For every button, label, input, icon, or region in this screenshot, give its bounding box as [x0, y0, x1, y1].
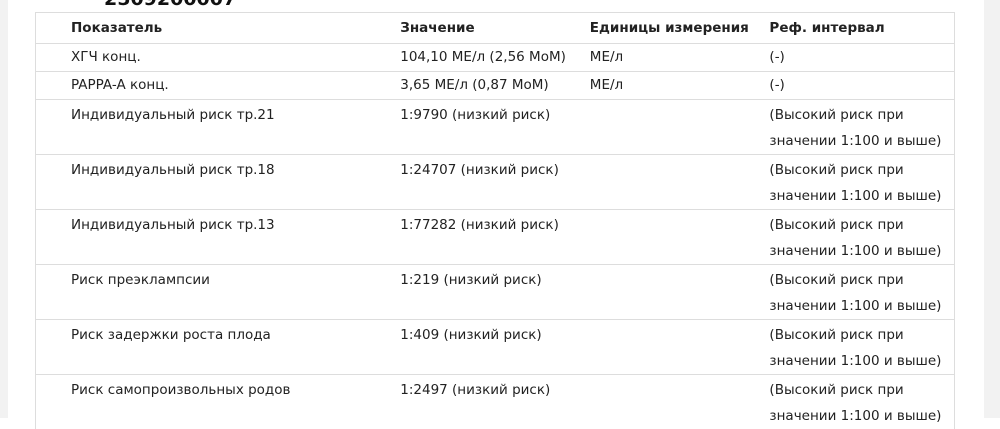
- cell-ref: (Высокий риск при значении 1:100 и выше): [769, 210, 954, 265]
- cell-value: 104,10 МЕ/л (2,56 МоМ): [400, 44, 590, 72]
- cell-value: 1:409 (низкий риск): [400, 320, 590, 375]
- header-ref: Реф. интервал: [769, 13, 954, 44]
- cell-unit: МЕ/л: [590, 44, 770, 72]
- cell-value: 1:77282 (низкий риск): [400, 210, 590, 265]
- header-indicator: Показатель: [36, 13, 401, 44]
- header-unit: Единицы измерения: [590, 13, 770, 44]
- header-value: Значение: [400, 13, 590, 44]
- table-row: ХГЧ конц.104,10 МЕ/л (2,56 МоМ)МЕ/л(-): [36, 44, 955, 72]
- cell-indicator: PAPPA-A конц.: [36, 72, 401, 100]
- document-number: 2509200007: [104, 0, 236, 10]
- table-header: Показатель Значение Единицы измерения Ре…: [36, 13, 955, 44]
- cell-value: 1:219 (низкий риск): [400, 265, 590, 320]
- cell-ref: (Высокий риск при значении 1:100 и выше): [769, 375, 954, 429]
- cell-indicator: Риск задержки роста плода: [36, 320, 401, 375]
- cell-value: 1:9790 (низкий риск): [400, 100, 590, 155]
- page-margin-right: [984, 0, 1000, 418]
- cell-ref: (Высокий риск при значении 1:100 и выше): [769, 100, 954, 155]
- page-margin-left: [0, 0, 8, 418]
- cell-unit: [590, 320, 770, 375]
- cell-ref: (Высокий риск при значении 1:100 и выше): [769, 320, 954, 375]
- cell-ref: (-): [769, 72, 954, 100]
- cell-indicator: Индивидуальный риск тр.18: [36, 155, 401, 210]
- cell-ref: (-): [769, 44, 954, 72]
- cell-ref: (Высокий риск при значении 1:100 и выше): [769, 155, 954, 210]
- cell-unit: [590, 265, 770, 320]
- cell-unit: [590, 375, 770, 429]
- cell-value: 3,65 МЕ/л (0,87 МоМ): [400, 72, 590, 100]
- results-table: Показатель Значение Единицы измерения Ре…: [35, 12, 955, 429]
- cell-indicator: Риск самопроизвольных родов: [36, 375, 401, 429]
- cell-value: 1:24707 (низкий риск): [400, 155, 590, 210]
- cell-unit: [590, 155, 770, 210]
- cell-indicator: Индивидуальный риск тр.21: [36, 100, 401, 155]
- cell-indicator: Индивидуальный риск тр.13: [36, 210, 401, 265]
- cell-indicator: ХГЧ конц.: [36, 44, 401, 72]
- cell-value: 1:2497 (низкий риск): [400, 375, 590, 429]
- cell-unit: МЕ/л: [590, 72, 770, 100]
- cell-unit: [590, 210, 770, 265]
- cell-ref: (Высокий риск при значении 1:100 и выше): [769, 265, 954, 320]
- cell-unit: [590, 100, 770, 155]
- cell-indicator: Риск преэклампсии: [36, 265, 401, 320]
- table-row: PAPPA-A конц.3,65 МЕ/л (0,87 МоМ)МЕ/л(-): [36, 72, 955, 100]
